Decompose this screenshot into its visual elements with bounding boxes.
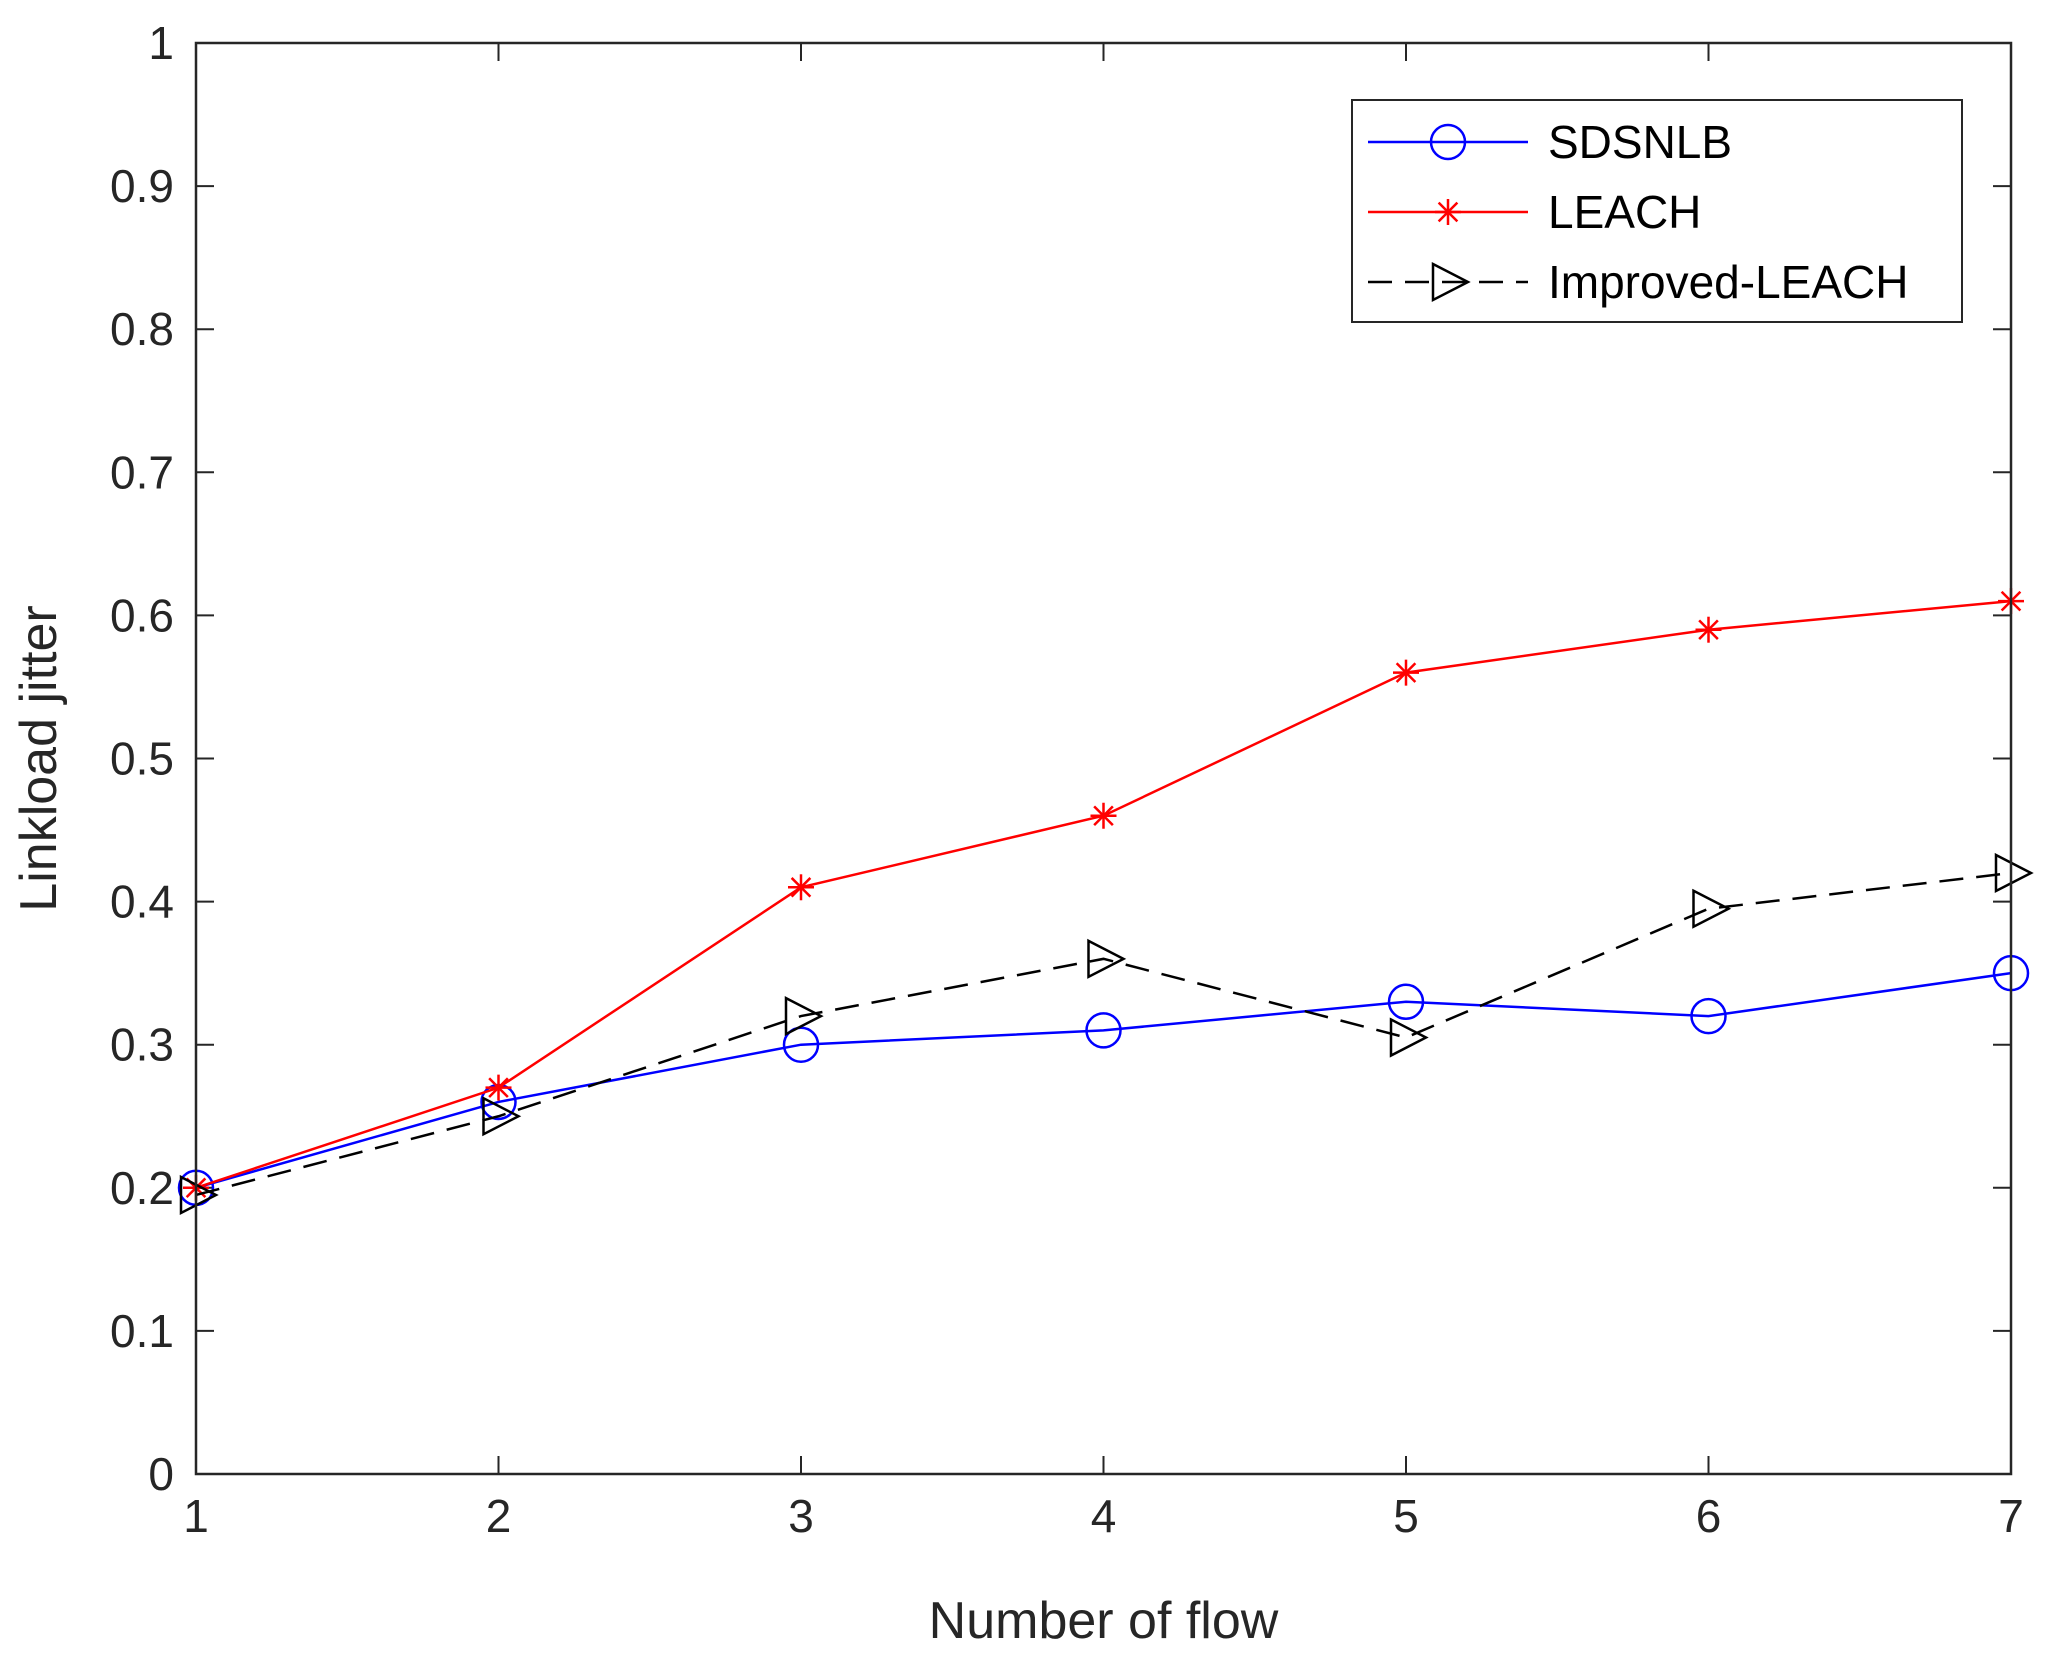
legend-marker-sdsnlb (1429, 123, 1467, 161)
x-tick-label: 3 (788, 1490, 814, 1542)
data-point-leach (1695, 616, 1722, 643)
y-tick-label: 0.2 (110, 1162, 174, 1214)
data-point-improved-leach (179, 1174, 219, 1216)
legend-label-sdsnlb: SDSNLB (1548, 116, 1732, 168)
x-tick-label: 2 (486, 1490, 512, 1542)
data-point-leach (1090, 802, 1117, 829)
legend: SDSNLB LEACH Improved-LEACH (1351, 99, 1963, 323)
data-point-sdsnlb (1085, 1012, 1122, 1049)
x-tick-label: 7 (1998, 1490, 2024, 1542)
data-point-leach (1393, 659, 1419, 686)
x-tick-label: 1 (183, 1490, 209, 1542)
legend-marker-improved-leach (1431, 261, 1471, 303)
y-tick-label: 0 (148, 1448, 174, 1500)
series-line-sdsnlb (195, 971, 2012, 1190)
ticks: 1 2 3 4 5 6 7 0 0.1 0.2 0.3 0.4 0.5 0.6 0.7 0.8 0.9 1 (110, 17, 2024, 1542)
x-tick-label: 6 (1696, 1490, 1722, 1542)
data-point-improved-leach (784, 996, 824, 1037)
legend-label-leach: LEACH (1548, 186, 1701, 238)
legend-label-improved-leach: Improved-LEACH (1548, 256, 1908, 308)
data-point-leach (485, 1074, 512, 1101)
data-point-improved-leach (482, 1096, 522, 1137)
y-tick-label: 0.9 (110, 160, 174, 212)
data-point-sdsnlb (1690, 997, 1727, 1035)
series (177, 588, 2034, 1216)
data-point-leach (788, 874, 814, 901)
y-tick-label: 1 (148, 17, 174, 69)
y-tick-label: 0.6 (110, 589, 174, 641)
x-tick-label: 5 (1393, 1490, 1419, 1542)
data-point-improved-leach (1692, 888, 1732, 929)
data-point-sdsnlb (1387, 983, 1425, 1021)
data-point-improved-leach (1389, 1017, 1429, 1058)
y-tick-label: 0.7 (110, 446, 174, 498)
series-line-improved-leach (195, 871, 2012, 1197)
y-tick-label: 0.1 (110, 1305, 174, 1357)
data-point-improved-leach (1994, 852, 2034, 894)
y-tick-label: 0.8 (110, 303, 174, 355)
y-tick-label: 0.5 (110, 733, 174, 785)
y-tick-label: 0.4 (110, 876, 174, 928)
plot-area-frame (194, 41, 2013, 1476)
y-tick-label: 0.3 (110, 1019, 174, 1071)
legend-marker-leach (1435, 199, 1461, 225)
x-axis-label: Number of flow (929, 1592, 1279, 1650)
x-tick-label: 4 (1091, 1490, 1117, 1542)
y-axis-label: Linkload jitter (10, 605, 68, 911)
data-point-improved-leach (1087, 938, 1127, 979)
